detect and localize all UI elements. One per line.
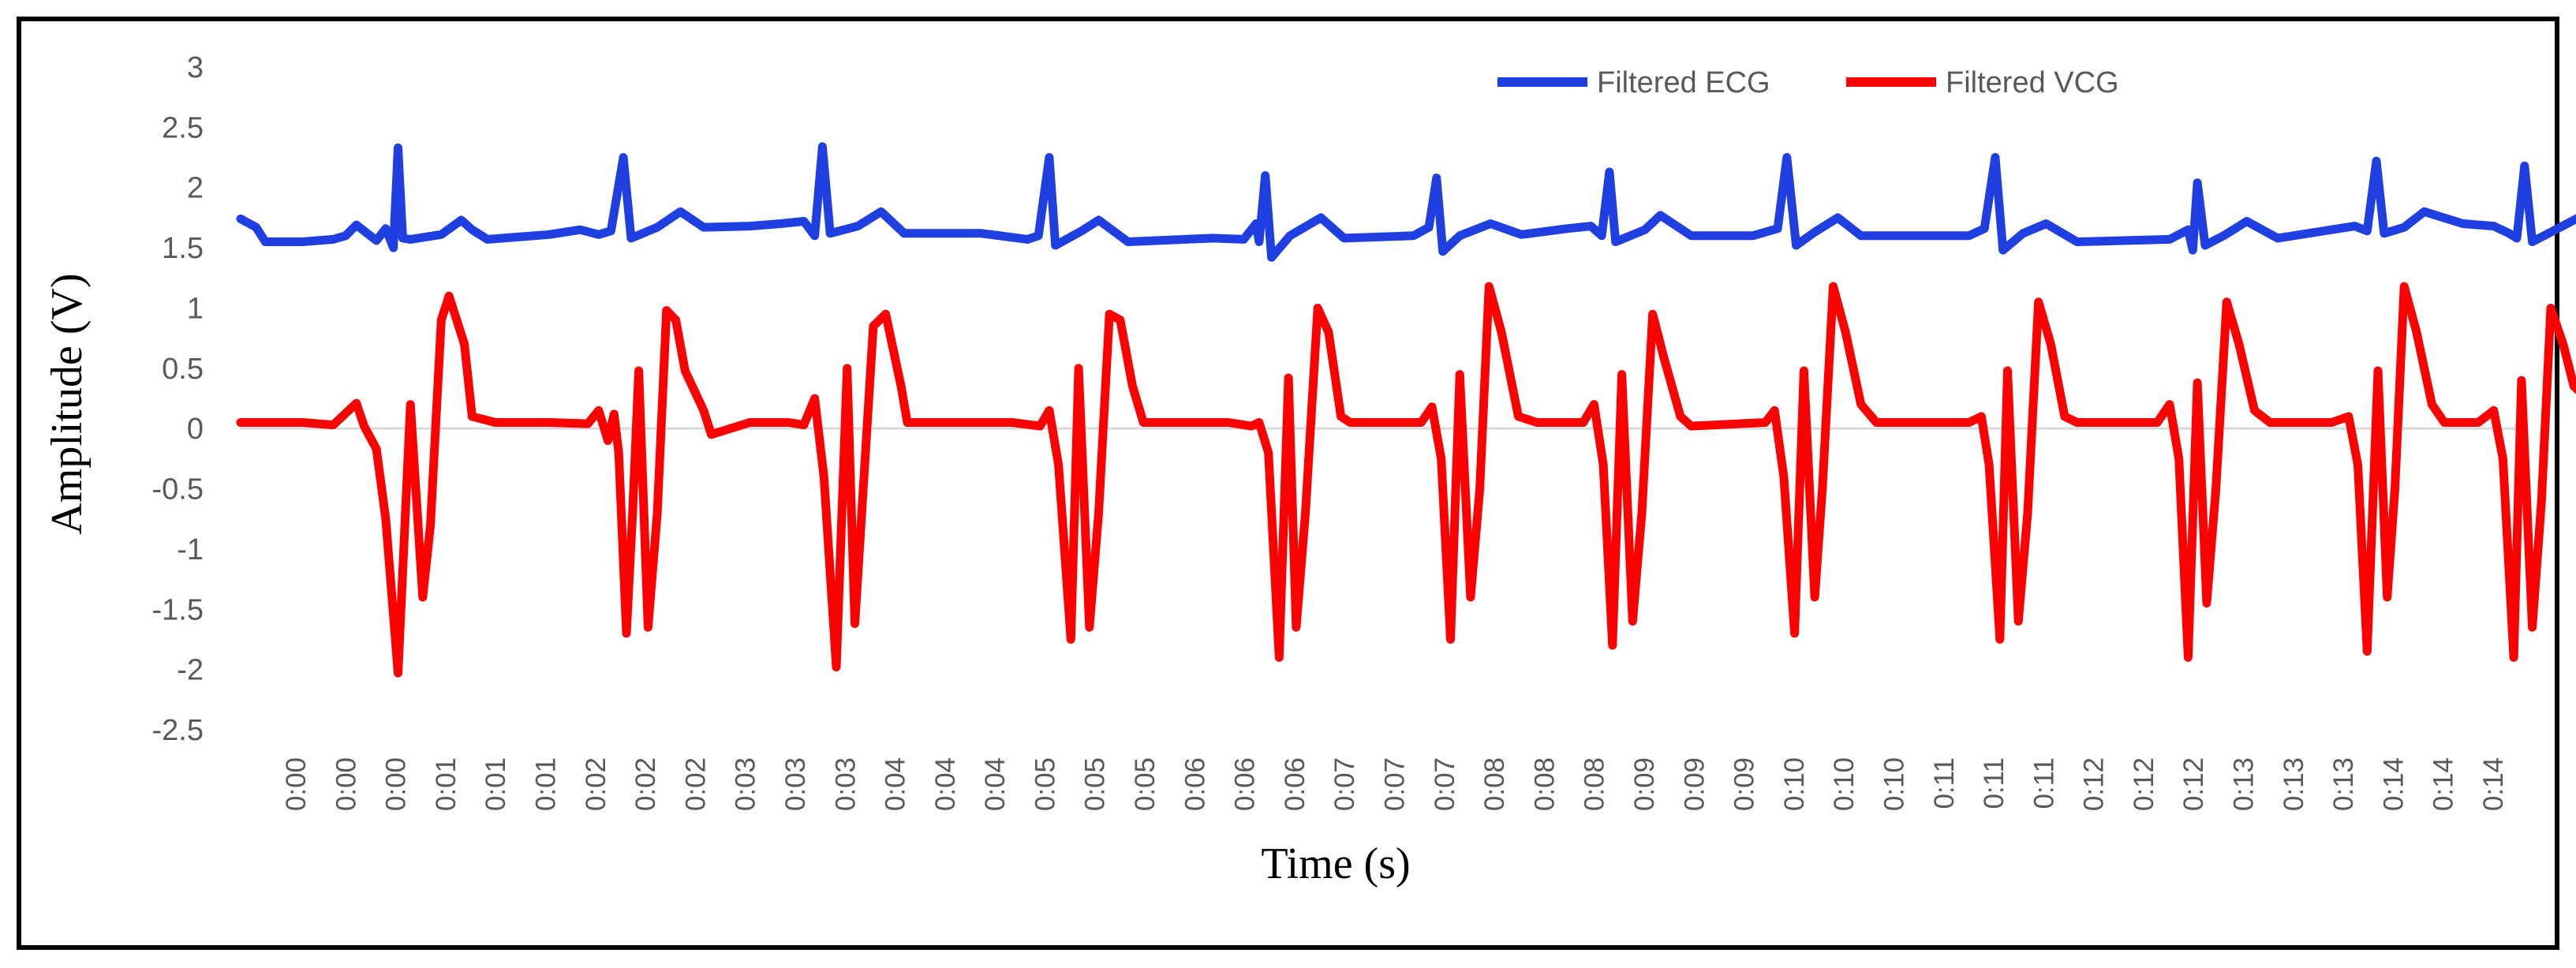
vcg-series-line <box>236 282 2576 678</box>
legend-label-ecg: Filtered ECG <box>1597 66 1770 99</box>
x-tick-label: 0:02 <box>680 757 711 811</box>
y-tick-label: -1.5 <box>152 593 204 626</box>
y-tick-label: -2 <box>177 654 204 687</box>
x-tick-label: 0:11 <box>2028 757 2059 809</box>
x-tick-label: 0:01 <box>530 757 561 811</box>
x-tick-label: 0:13 <box>2229 757 2260 811</box>
x-tick-label: 0:08 <box>1479 757 1510 811</box>
x-tick-label: 0:02 <box>630 757 661 811</box>
x-tick-label: 0:09 <box>1729 757 1760 811</box>
x-tick-label: 0:09 <box>1629 757 1660 811</box>
x-tick-label: 0:13 <box>2328 757 2359 811</box>
x-tick-label: 0:04 <box>930 757 961 811</box>
x-tick-label: 0:00 <box>381 757 412 811</box>
y-tick-label: 1 <box>187 292 204 325</box>
x-tick-label: 0:03 <box>780 757 811 811</box>
ecg-series-line <box>236 142 2576 262</box>
legend: Filtered ECG Filtered VCG <box>1497 66 2119 99</box>
x-tick-label: 0:12 <box>2129 757 2159 811</box>
x-tick-label: 0:14 <box>2428 757 2459 811</box>
x-tick-label: 0:07 <box>1380 757 1411 811</box>
y-tick-label: 1.5 <box>162 232 204 265</box>
x-tick-label: 0:13 <box>2279 757 2309 811</box>
y-tick-label: -2.5 <box>152 714 204 747</box>
x-tick-label: 0:09 <box>1679 757 1710 811</box>
x-tick-label: 0:01 <box>480 757 511 811</box>
y-axis-title: Amplitude (V) <box>43 273 92 534</box>
y-tick-label: 2 <box>187 172 204 205</box>
y-tick-label: -0.5 <box>152 473 204 506</box>
x-tick-label: 0:00 <box>331 757 361 811</box>
x-tick-label: 0:04 <box>980 757 1011 811</box>
x-tick-label: 0:05 <box>1030 757 1060 811</box>
x-tick-label: 0:07 <box>1329 757 1360 811</box>
x-tick-label: 0:07 <box>1430 757 1460 811</box>
legend-label-vcg: Filtered VCG <box>1946 66 2119 99</box>
x-tick-label: 0:08 <box>1580 757 1610 811</box>
x-tick-label: 0:03 <box>731 757 761 811</box>
y-tick-label: 0.5 <box>162 353 204 386</box>
x-axis-ticks: 0:00 0:00 0:00 0:01 0:01 0:01 0:02 0:02 0:02 0:03… <box>281 757 2509 811</box>
x-axis-title: Time (s) <box>1261 839 1410 888</box>
y-tick-label: 3 <box>187 51 204 84</box>
x-tick-label: 0:14 <box>2378 757 2409 811</box>
x-tick-label: 0:12 <box>2178 757 2209 811</box>
x-tick-label: 0:06 <box>1230 757 1261 811</box>
y-tick-label: 0 <box>187 413 204 446</box>
x-tick-label: 0:10 <box>1879 757 1909 811</box>
x-tick-label: 0:11 <box>1979 757 2010 809</box>
x-tick-label: 0:10 <box>1779 757 1810 811</box>
x-tick-label: 0:06 <box>1180 757 1210 811</box>
x-tick-label: 0:05 <box>1080 757 1111 811</box>
x-tick-label: 0:08 <box>1529 757 1560 811</box>
y-tick-label: -1 <box>177 533 204 566</box>
x-tick-label: 0:00 <box>281 757 312 811</box>
y-tick-label: 2.5 <box>162 111 204 144</box>
x-tick-label: 0:05 <box>1130 757 1161 811</box>
x-tick-label: 0:04 <box>880 757 911 811</box>
y-axis-ticks: 3 2.5 2 1.5 1 0.5 0 -0.5 -1 -1.5 -2 -2.5 <box>152 51 204 747</box>
x-tick-label: 0:12 <box>2079 757 2110 811</box>
x-tick-label: 0:11 <box>1929 757 1960 809</box>
x-tick-label: 0:06 <box>1280 757 1310 811</box>
x-tick-label: 0:01 <box>431 757 462 811</box>
series-layer <box>236 142 2576 678</box>
x-tick-label: 0:14 <box>2478 757 2509 811</box>
x-tick-label: 0:02 <box>581 757 611 811</box>
x-tick-label: 0:10 <box>1829 757 1860 811</box>
x-tick-label: 0:03 <box>830 757 861 811</box>
